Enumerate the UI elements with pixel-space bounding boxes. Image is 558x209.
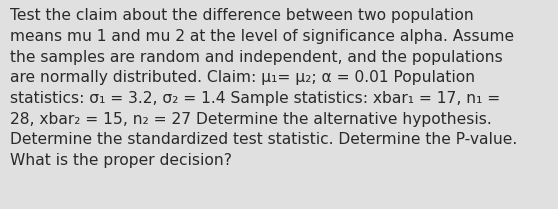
Text: Test the claim about the difference between two population
means mu 1 and mu 2 a: Test the claim about the difference betw…: [10, 8, 517, 168]
